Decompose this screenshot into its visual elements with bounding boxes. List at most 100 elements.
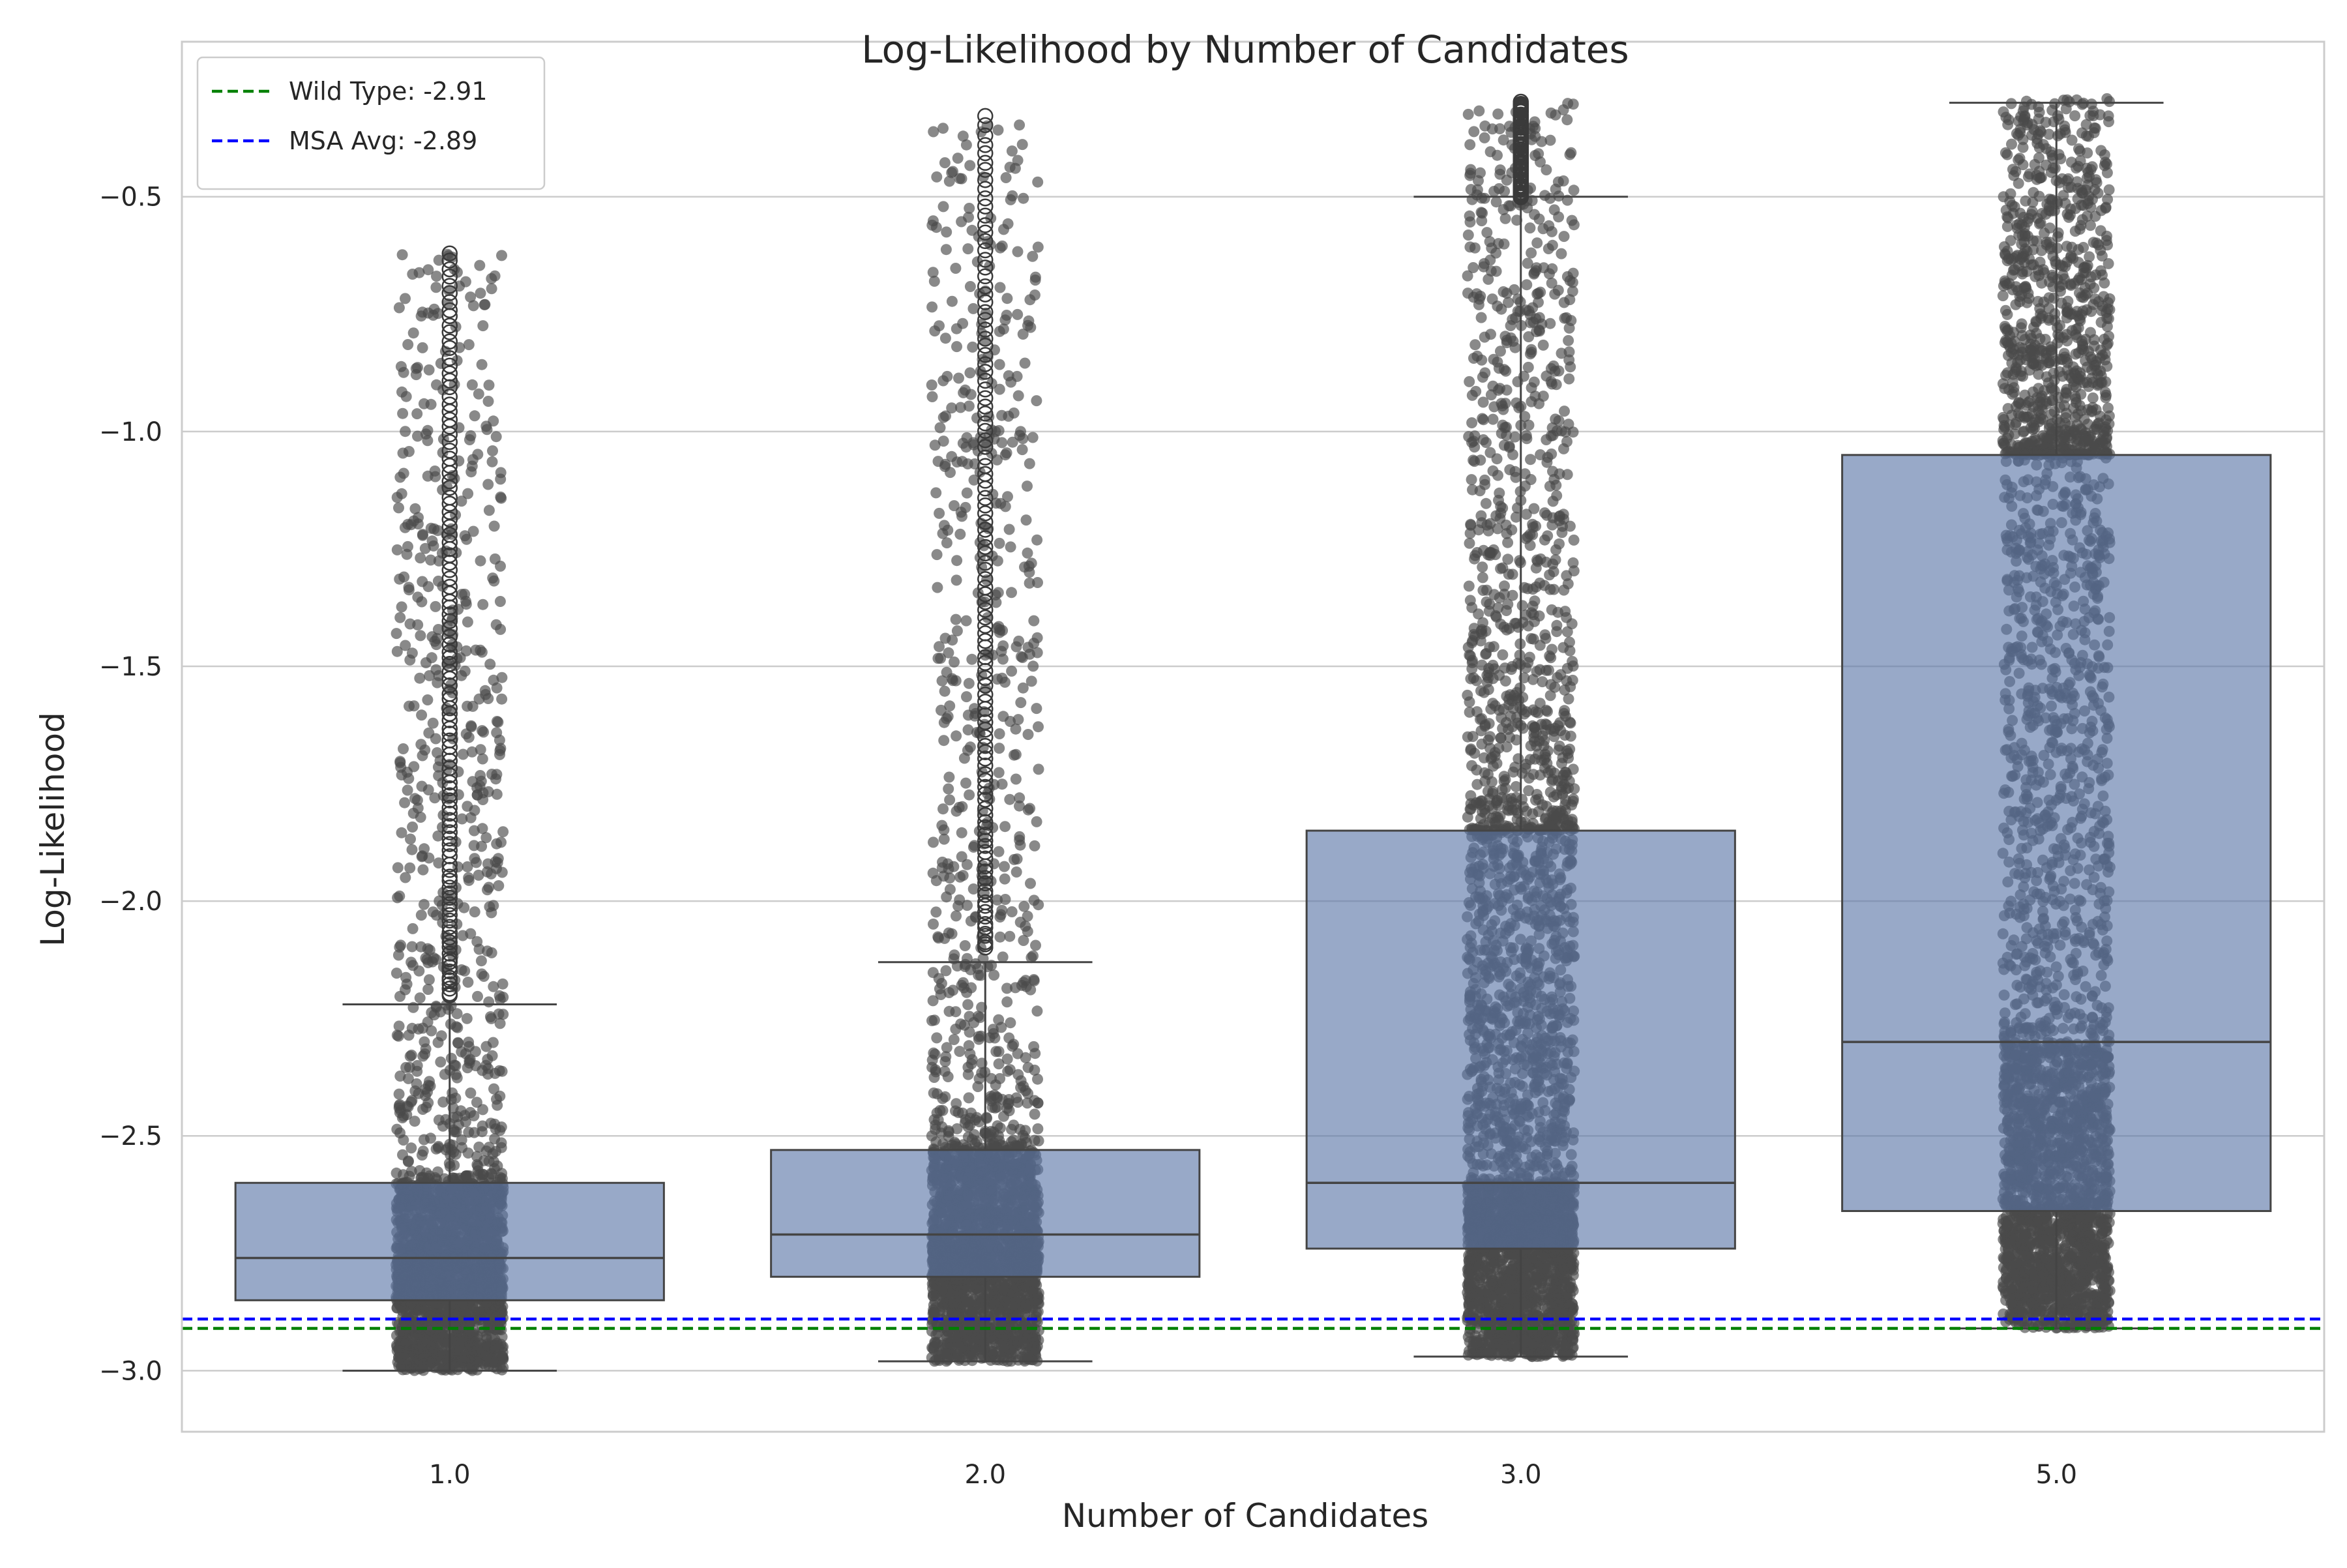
jitter-point bbox=[459, 589, 470, 600]
jitter-point bbox=[394, 757, 406, 768]
jitter-point bbox=[483, 996, 494, 1007]
jitter-point bbox=[475, 744, 486, 755]
jitter-point bbox=[464, 875, 475, 886]
jitter-point bbox=[419, 899, 430, 910]
jitter-point bbox=[950, 1006, 961, 1017]
jitter-point bbox=[927, 391, 938, 402]
jitter-point bbox=[484, 505, 495, 516]
jitter-point bbox=[411, 408, 422, 419]
jitter-point bbox=[936, 978, 947, 989]
jitter-point bbox=[394, 1089, 405, 1100]
jitter-point bbox=[932, 549, 943, 560]
jitter-point bbox=[994, 743, 1005, 754]
jitter-point bbox=[495, 596, 506, 607]
jitter-point bbox=[1029, 289, 1041, 301]
jitter-point bbox=[967, 303, 979, 314]
jitter-point bbox=[402, 979, 413, 990]
jitter-point bbox=[487, 1148, 498, 1159]
jitter-point bbox=[488, 981, 499, 992]
jitter-point bbox=[932, 1088, 943, 1099]
jitter-point bbox=[407, 960, 419, 971]
jitter-point bbox=[491, 769, 502, 780]
jitter-point bbox=[400, 293, 411, 304]
jitter-point bbox=[477, 788, 488, 799]
jitter-point bbox=[935, 653, 946, 664]
jitter-point bbox=[417, 530, 428, 541]
jitter-point bbox=[450, 1060, 462, 1071]
jitter-point bbox=[471, 857, 482, 868]
jitter-point bbox=[417, 306, 428, 318]
jitter-point bbox=[480, 832, 492, 843]
jitter-point bbox=[992, 895, 1003, 906]
jitter-point bbox=[411, 1078, 422, 1089]
jitter-point bbox=[462, 1013, 473, 1024]
jitter-point bbox=[936, 989, 947, 1000]
jitter-point bbox=[927, 1055, 938, 1066]
jitter-point bbox=[392, 862, 404, 873]
jitter-point bbox=[430, 601, 441, 612]
jitter-point bbox=[1032, 1074, 1043, 1085]
jitter-point bbox=[394, 941, 405, 953]
jitter-point bbox=[958, 1139, 969, 1150]
jitter-point bbox=[422, 471, 434, 482]
jitter-point bbox=[465, 430, 477, 441]
jitter-point bbox=[424, 1076, 435, 1087]
jitter-point bbox=[394, 303, 405, 314]
jitter-point bbox=[397, 249, 408, 260]
jitter-point bbox=[997, 711, 1009, 722]
jitter-point bbox=[487, 445, 498, 456]
jitter-point bbox=[477, 754, 488, 765]
jitter-point bbox=[463, 1037, 474, 1048]
jitter-point bbox=[1029, 975, 1040, 986]
jitter-point bbox=[473, 1142, 484, 1153]
jitter-point bbox=[941, 226, 952, 237]
jitter-point bbox=[452, 1111, 463, 1122]
jitter-point bbox=[951, 730, 962, 741]
jitter-point bbox=[467, 379, 478, 391]
jitter-point bbox=[477, 320, 488, 331]
jitter-point bbox=[964, 400, 975, 411]
jitter-point bbox=[469, 805, 480, 816]
jitter-point bbox=[423, 581, 434, 592]
jitter-point bbox=[417, 1356, 428, 1367]
jitter-point bbox=[943, 784, 954, 795]
jitter-point bbox=[403, 1155, 414, 1166]
jitter-point bbox=[961, 615, 972, 627]
jitter-point bbox=[999, 821, 1011, 832]
jitter-point bbox=[489, 521, 500, 532]
jitter-point bbox=[959, 753, 970, 764]
jitter-point bbox=[412, 795, 423, 806]
jitter-point bbox=[443, 1307, 454, 1318]
jitter-point bbox=[950, 263, 961, 274]
jitter-point bbox=[479, 299, 490, 310]
jitter-point bbox=[460, 1311, 471, 1322]
jitter-point bbox=[419, 843, 430, 854]
jitter-point bbox=[961, 140, 972, 151]
jitter-point bbox=[954, 872, 966, 883]
jitter-point bbox=[996, 909, 1007, 920]
jitter-point bbox=[995, 282, 1006, 293]
jitter-point bbox=[964, 160, 975, 171]
jitter-point bbox=[1022, 642, 1033, 653]
jitter-point bbox=[936, 820, 947, 831]
jitter-point bbox=[426, 399, 437, 410]
jitter-point bbox=[495, 743, 506, 754]
jitter-point bbox=[421, 428, 432, 439]
jitter-point bbox=[1027, 432, 1039, 443]
jitter-point bbox=[1015, 1082, 1026, 1093]
jitter-point bbox=[396, 601, 407, 612]
jitter-point bbox=[932, 582, 943, 593]
jitter-point bbox=[941, 371, 952, 382]
jitter-point bbox=[495, 624, 506, 635]
jitter-point bbox=[1004, 524, 1015, 535]
jitter-point bbox=[997, 778, 1008, 790]
jitter-point bbox=[475, 555, 486, 567]
jitter-point bbox=[394, 1020, 405, 1031]
jitter-point bbox=[1015, 697, 1026, 708]
jitter-point bbox=[497, 826, 509, 837]
jitter-point bbox=[944, 794, 955, 805]
jitter-point bbox=[940, 411, 951, 422]
jitter-point bbox=[1023, 729, 1034, 740]
jitter-point bbox=[1033, 1135, 1044, 1146]
jitter-point bbox=[393, 502, 404, 513]
